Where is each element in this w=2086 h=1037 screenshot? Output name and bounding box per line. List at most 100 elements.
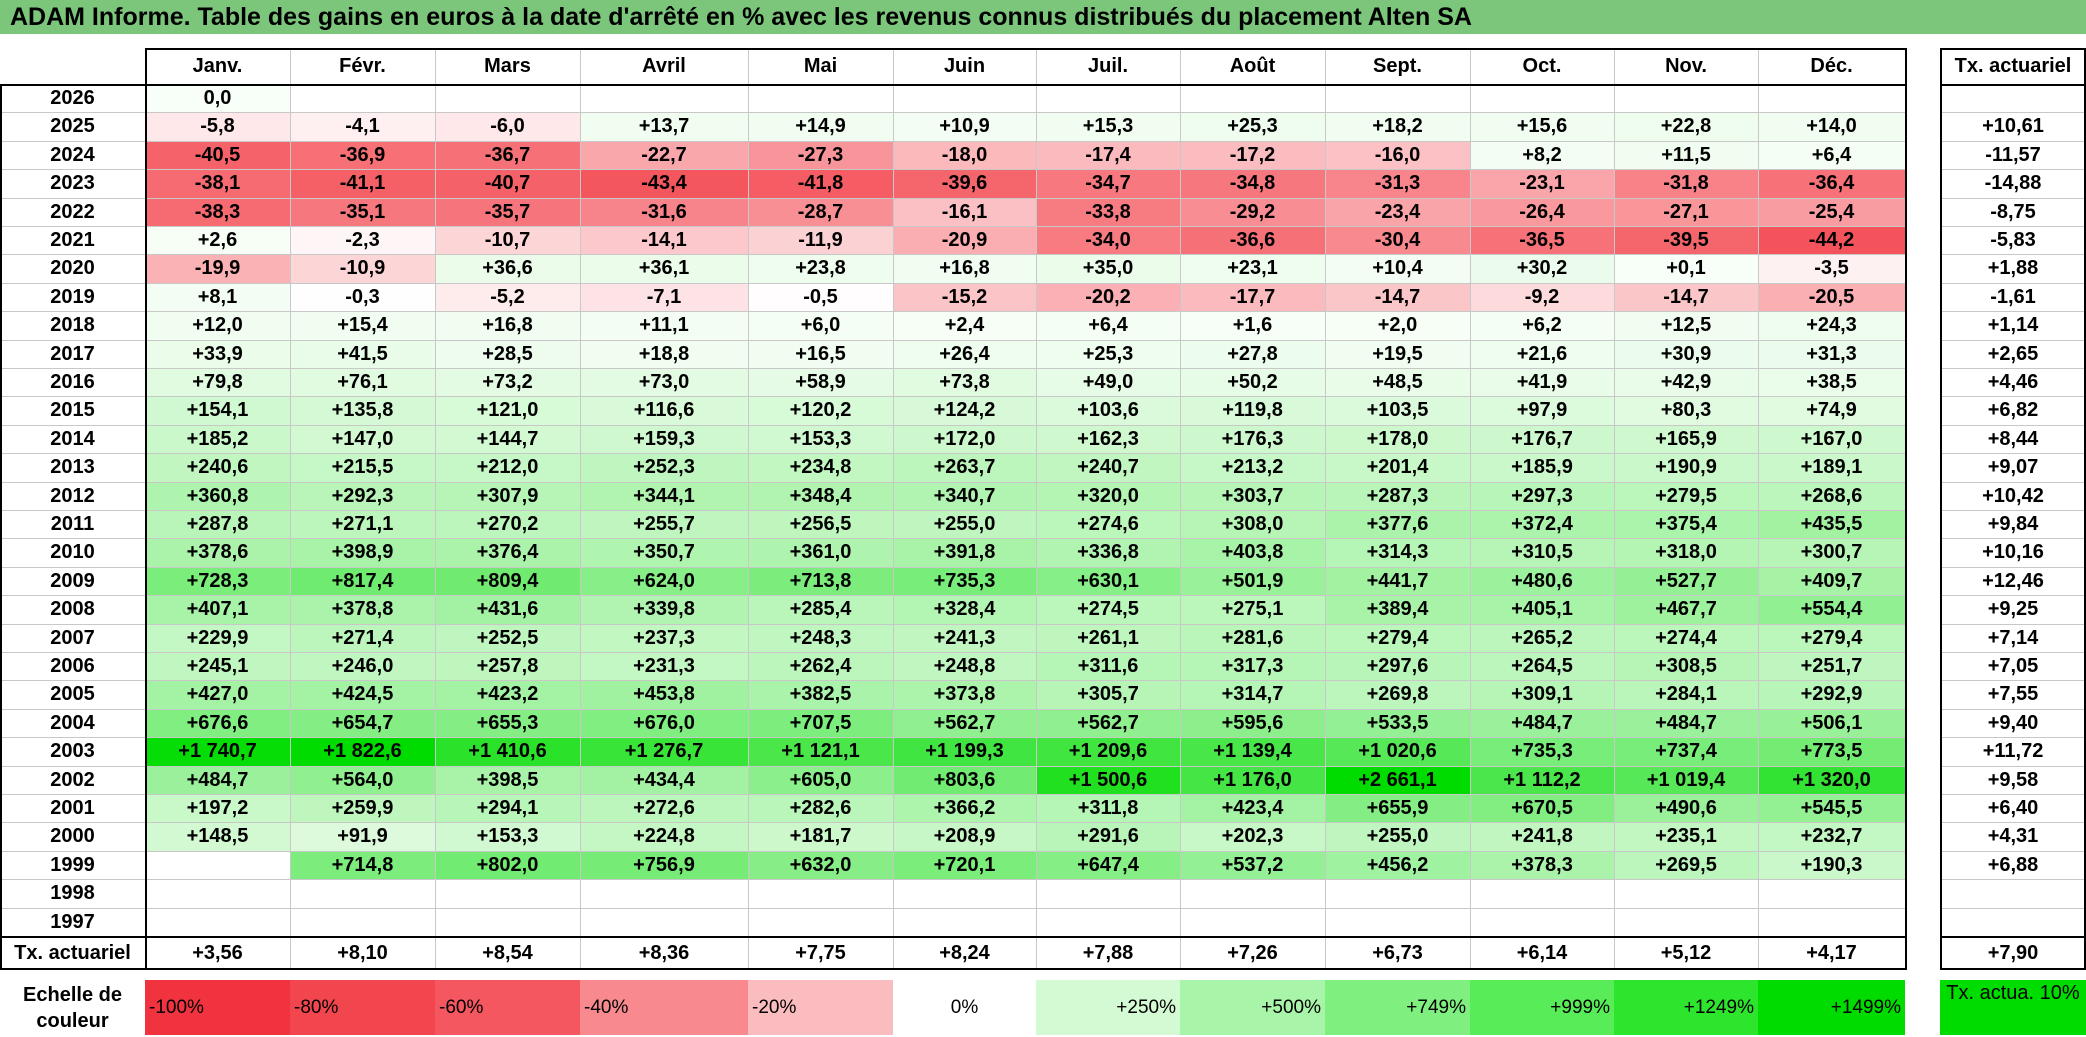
table-cell: +372,4 [1470,510,1614,539]
month-header: Mai [803,55,838,77]
table-cell: +409,7 [1758,566,1905,596]
table-cell: +737,4 [1614,737,1758,766]
table-cell: +344,1 [580,481,748,510]
rate-cell: +11,72 [1982,740,2044,763]
year-label: 2013 [50,456,95,479]
scale-swatch: -80% [290,980,435,1035]
table-cell: +27,8 [1180,339,1325,368]
grid-line [748,48,749,936]
table-cell: +234,8 [748,453,893,482]
table-cell: +202,3 [1180,822,1325,851]
table-cell: +208,9 [893,822,1036,851]
table-cell [1614,84,1758,113]
border-line [0,968,1907,970]
table-cell: +314,7 [1180,680,1325,709]
footer-rate: +5,12 [1660,942,1712,964]
table-cell: -39,6 [893,169,1036,198]
table-cell: +135,8 [290,396,435,425]
table-cell: +176,7 [1470,424,1614,454]
table-cell: -35,7 [435,197,580,226]
table-cell: +554,4 [1758,595,1905,624]
table-cell: +533,5 [1325,708,1470,738]
rate-cell: -8,75 [1990,200,2036,223]
table-cell: +215,5 [290,453,435,482]
table-cell: +336,8 [1036,538,1180,567]
grid-line [145,907,1905,909]
year-label: 2026 [50,87,95,109]
table-cell: +26,4 [893,339,1036,368]
table-cell: -36,7 [435,140,580,170]
table-cell: -17,2 [1180,140,1325,170]
rate-cell: +7,05 [1987,655,2039,677]
table-cell: +255,0 [1325,822,1470,851]
table-cell: +624,0 [580,566,748,596]
table-cell: -0,5 [748,282,893,312]
grid-line [145,368,1905,369]
table-cell: -10,9 [290,254,435,283]
grid-line [0,140,145,142]
table-cell: +272,6 [580,794,748,823]
table-cell: +6,4 [1758,140,1905,170]
table-cell: +14,9 [748,112,893,141]
rate-cell: +9,07 [1987,456,2039,479]
scale-swatch: -100% [145,980,290,1035]
table-cell: +339,8 [580,595,748,624]
grid-line [0,197,145,199]
table-cell: +268,6 [1758,481,1905,510]
table-cell: -34,8 [1180,169,1325,198]
page-title: ADAM Informe. Table des gains en euros à… [0,0,2086,34]
table-cell: +1 112,2 [1470,765,1614,794]
table-cell: -36,9 [290,140,435,170]
table-cell: -9,2 [1470,282,1614,312]
table-cell [145,879,290,908]
grid-line [1940,169,2086,171]
table-cell: +2,4 [893,311,1036,340]
table-cell: -5,8 [145,112,290,141]
table-cell: +165,9 [1614,424,1758,454]
table-cell: +630,1 [1036,566,1180,596]
footer-rate: +8,24 [939,942,990,964]
table-cell [1758,907,1905,936]
table-cell: +284,1 [1614,680,1758,709]
grid-line [145,311,1905,313]
grid-line [1940,112,2086,114]
table-cell: +375,4 [1614,510,1758,539]
grid-line [0,822,145,824]
grid-line [1940,765,2086,767]
rate-cell: +8,44 [1987,427,2039,450]
scale-swatch: -20% [748,980,893,1035]
table-cell: +655,9 [1325,794,1470,823]
table-cell: +310,5 [1470,538,1614,567]
table-cell: +73,2 [435,368,580,397]
grid-line [0,879,145,881]
table-cell [1036,907,1180,936]
table-cell [1470,879,1614,908]
table-cell: +809,4 [435,566,580,596]
grid-line [1614,48,1615,936]
table-cell: +42,9 [1614,368,1758,397]
year-label: 2015 [50,399,95,422]
table-cell [290,907,435,936]
grid-line [145,481,1905,483]
grid-line [145,623,1905,625]
grid-line [1758,48,1759,936]
table-cell: +300,7 [1758,538,1905,567]
grid-line [0,339,145,341]
table-cell: -43,4 [580,169,748,198]
table-cell: +562,7 [893,708,1036,738]
rate-cell: +9,84 [1987,513,2039,535]
table-cell [893,84,1036,113]
grid-line [145,595,1905,597]
table-cell: +121,0 [435,396,580,425]
table-cell: -15,2 [893,282,1036,312]
year-label: 2014 [50,427,95,450]
table-cell: +506,1 [1758,708,1905,738]
table-cell: +11,5 [1614,140,1758,170]
table-cell: +456,2 [1325,850,1470,880]
month-header: Juil. [1087,55,1128,77]
table-cell: +2 661,1 [1325,765,1470,794]
grid-line [1940,368,2086,369]
table-cell: +467,7 [1614,595,1758,624]
table-cell: -38,1 [145,169,290,198]
border-line [1940,48,2086,50]
